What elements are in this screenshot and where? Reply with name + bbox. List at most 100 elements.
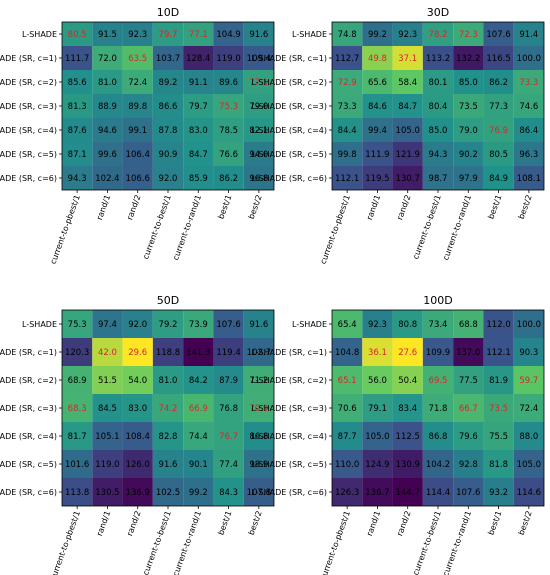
- heatmap-cell: [392, 166, 423, 190]
- heatmap-cell: [122, 94, 153, 118]
- cell-value-label: 98.9: [249, 460, 268, 470]
- cell-value-label: 81.8: [489, 460, 508, 470]
- cell-value-label: 75.5: [489, 432, 508, 442]
- heatmap-cell: [362, 310, 393, 338]
- cell-value-label: 112.1: [335, 174, 359, 184]
- cell-value-label: 84.3: [219, 488, 238, 498]
- row-tick-label: L-SHADE (SR, c=4): [0, 432, 57, 441]
- cell-value-label: 99.1: [128, 126, 147, 136]
- cell-value-label: 92.0: [128, 320, 147, 330]
- column-tick-label: best/2: [517, 194, 534, 221]
- heatmap-cell: [183, 94, 214, 118]
- cell-value-label: 79.7: [159, 30, 178, 40]
- cell-value-label: 104.8: [335, 348, 359, 358]
- cell-value-label: 92.8: [459, 460, 478, 470]
- heatmap-cell: [483, 310, 514, 338]
- heatmap-cell: [453, 22, 484, 46]
- column-tick-label: rand/1: [95, 510, 112, 538]
- cell-value-label: 112.7: [335, 54, 359, 64]
- cell-value-label: 75.3: [68, 320, 87, 330]
- heatmap-cell: [513, 422, 544, 450]
- heatmap-cell: [422, 450, 454, 478]
- cell-value-label: 74.6: [519, 102, 538, 112]
- cell-value-label: 88.9: [98, 102, 117, 112]
- cell-value-label: 107.6: [456, 488, 480, 498]
- panel-title: 10D: [157, 6, 179, 19]
- cell-value-label: 77.5: [459, 376, 478, 386]
- heatmap-cell: [392, 338, 423, 366]
- cell-value-label: 94.3: [68, 174, 87, 184]
- cell-value-label: 83.0: [189, 126, 208, 136]
- cell-value-label: 90.3: [519, 348, 538, 358]
- heatmap-cell: [422, 22, 454, 46]
- cell-value-label: 99.4: [368, 126, 387, 136]
- heatmap-cell: [332, 118, 363, 142]
- heatmap-cell: [513, 70, 544, 94]
- cell-value-label: 79.6: [459, 432, 478, 442]
- heatmap-cell: [213, 94, 244, 118]
- heatmap-cell: [183, 478, 214, 506]
- cell-value-label: 119.4: [216, 348, 240, 358]
- heatmap-cell: [152, 366, 184, 394]
- heatmap-cell: [422, 366, 454, 394]
- cell-value-label: 77.1: [249, 78, 268, 88]
- row-tick-label: L-SHADE (SR, c=1): [251, 54, 327, 63]
- heatmap-cell: [513, 46, 544, 70]
- heatmap-cell: [362, 338, 393, 366]
- cell-value-label: 72.0: [98, 54, 117, 64]
- cell-value-label: 91.4: [519, 30, 538, 40]
- cell-value-label: 87.7: [338, 432, 357, 442]
- cell-value-label: 42.0: [98, 348, 117, 358]
- heatmap-cell: [453, 450, 484, 478]
- cell-value-label: 100.0: [517, 320, 541, 330]
- heatmap-cell: [392, 70, 423, 94]
- heatmap-cell: [453, 70, 484, 94]
- cell-value-label: 86.2: [489, 78, 508, 88]
- heatmap-cell: [243, 310, 274, 338]
- cell-value-label: 107.6: [216, 320, 240, 330]
- column-tick-label: current-to-rand/1: [171, 510, 203, 575]
- cell-value-label: 82.8: [159, 432, 178, 442]
- cell-value-label: 51.5: [98, 376, 117, 386]
- cell-value-label: 94.0: [249, 150, 268, 160]
- panel-title: 100D: [423, 294, 452, 307]
- heatmap-cell: [62, 310, 93, 338]
- heatmap-cell: [422, 422, 454, 450]
- heatmap-cell: [362, 142, 393, 166]
- heatmap-cell: [183, 450, 214, 478]
- heatmap-cell: [243, 22, 274, 46]
- heatmap-cell: [422, 118, 454, 142]
- heatmap-cell: [92, 142, 123, 166]
- cell-value-label: 94.3: [429, 150, 448, 160]
- cell-value-label: 102.5: [156, 488, 180, 498]
- heatmap-cell: [243, 450, 274, 478]
- heatmap-cell: [483, 166, 514, 190]
- row-tick-label: L-SHADE (SR, c=3): [0, 102, 57, 111]
- cell-value-label: 68.8: [459, 320, 478, 330]
- cell-value-label: 89.8: [128, 102, 147, 112]
- cell-value-label: 112.5: [396, 432, 420, 442]
- heatmap-cell: [513, 22, 544, 46]
- cell-value-label: 54.0: [128, 376, 147, 386]
- cell-value-label: 73.5: [489, 404, 508, 414]
- heatmap-cell: [362, 166, 393, 190]
- column-tick-label: current-to-best/1: [411, 510, 443, 575]
- cell-value-label: 49.8: [368, 54, 387, 64]
- heatmap-cell: [513, 450, 544, 478]
- heatmap-cell: [422, 142, 454, 166]
- heatmap-cell: [122, 478, 153, 506]
- cell-value-label: 91.5: [98, 30, 117, 40]
- cell-value-label: 99.6: [98, 150, 117, 160]
- heatmap-cell: [422, 94, 454, 118]
- cell-value-label: 58.4: [398, 78, 417, 88]
- heatmap-cell: [483, 450, 514, 478]
- heatmap-cell: [92, 46, 123, 70]
- column-tick-label: rand/2: [395, 510, 412, 538]
- cell-value-label: 119.0: [216, 54, 240, 64]
- heatmap-cell: [62, 394, 93, 422]
- column-tick-label: current-to-pbest/1: [49, 510, 82, 575]
- heatmap-cell: [92, 394, 123, 422]
- heatmap-cell: [213, 366, 244, 394]
- cell-value-label: 85.0: [459, 78, 478, 88]
- heatmap-cell: [392, 94, 423, 118]
